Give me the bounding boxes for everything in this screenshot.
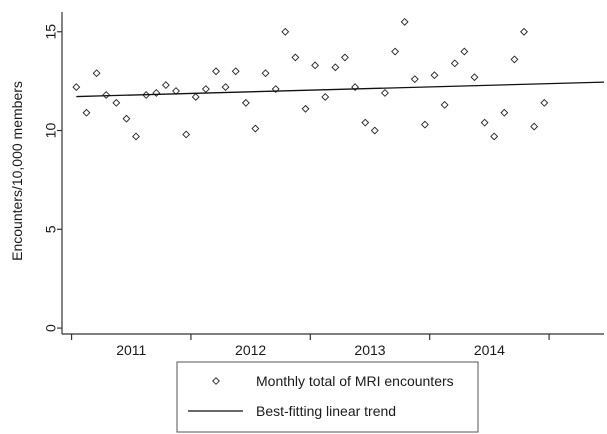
legend-label-scatter: Monthly total of MRI encounters bbox=[256, 373, 454, 389]
data-point bbox=[331, 63, 340, 72]
data-point bbox=[450, 59, 459, 68]
data-point bbox=[391, 47, 400, 56]
data-point bbox=[440, 100, 449, 109]
data-point bbox=[291, 53, 300, 62]
data-point bbox=[530, 122, 539, 131]
data-point bbox=[540, 98, 549, 107]
data-point bbox=[301, 104, 310, 113]
plot-area bbox=[72, 17, 605, 141]
data-point bbox=[201, 85, 210, 93]
data-point bbox=[261, 69, 270, 78]
legend-marker-diamond bbox=[212, 377, 220, 385]
axes: 0 5 10 15 2011 2012 2013 2014 bbox=[43, 12, 604, 358]
data-point bbox=[182, 130, 191, 139]
data-point bbox=[152, 89, 161, 97]
data-point bbox=[112, 98, 121, 107]
x-tick-label: 2012 bbox=[235, 342, 266, 358]
legend: Monthly total of MRI encounters Best-fitt… bbox=[176, 361, 479, 433]
legend-box bbox=[176, 361, 479, 433]
data-point bbox=[251, 124, 260, 133]
data-point bbox=[460, 47, 469, 56]
data-point bbox=[400, 17, 409, 26]
data-point bbox=[430, 71, 439, 80]
data-point bbox=[510, 55, 519, 64]
data-point bbox=[480, 118, 489, 127]
data-point bbox=[102, 91, 111, 99]
data-point bbox=[321, 93, 330, 101]
data-point bbox=[281, 27, 290, 36]
data-point bbox=[212, 67, 220, 76]
data-point bbox=[271, 85, 280, 93]
data-point bbox=[142, 91, 151, 99]
y-tick-label: 15 bbox=[43, 24, 59, 40]
data-point bbox=[490, 132, 499, 141]
data-point bbox=[92, 69, 101, 78]
data-point bbox=[520, 27, 528, 36]
y-tick-label: 5 bbox=[43, 225, 59, 233]
data-point bbox=[410, 75, 419, 84]
data-point bbox=[72, 83, 81, 92]
legend-label-trend: Best-fitting linear trend bbox=[256, 403, 396, 419]
y-axis-title: Encounters/10,000 members bbox=[9, 81, 25, 261]
data-point bbox=[82, 108, 91, 117]
trend-line bbox=[76, 81, 605, 98]
data-point bbox=[161, 81, 170, 90]
data-point bbox=[370, 126, 379, 135]
data-point bbox=[351, 83, 360, 92]
data-point bbox=[241, 98, 250, 107]
y-tick-label: 10 bbox=[43, 123, 59, 139]
data-point bbox=[132, 132, 140, 141]
y-tick-label: 0 bbox=[43, 324, 59, 332]
data-point bbox=[420, 120, 429, 129]
data-point bbox=[221, 83, 230, 92]
x-tick-label: 2013 bbox=[354, 342, 385, 358]
data-point bbox=[380, 89, 389, 97]
data-point bbox=[361, 118, 370, 127]
data-point bbox=[500, 108, 509, 117]
data-point bbox=[311, 61, 320, 70]
data-point bbox=[231, 67, 240, 76]
data-point bbox=[191, 93, 200, 101]
x-tick-label: 2014 bbox=[474, 342, 505, 358]
x-tick-label: 2011 bbox=[116, 342, 146, 358]
data-point bbox=[341, 53, 349, 62]
data-point bbox=[122, 114, 131, 123]
data-point bbox=[470, 73, 479, 82]
